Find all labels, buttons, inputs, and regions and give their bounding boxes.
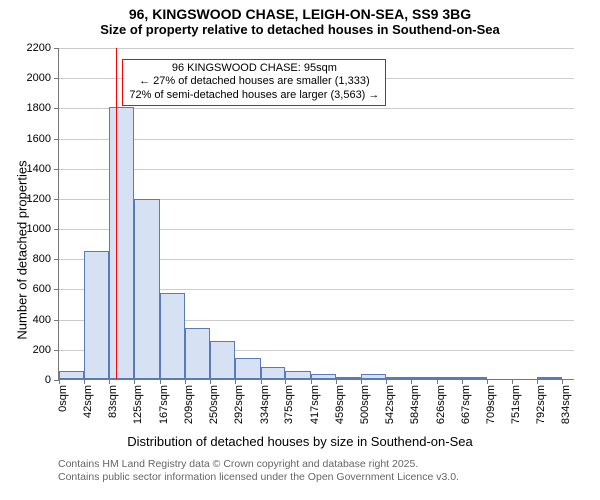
histogram-bar xyxy=(134,199,159,379)
x-tick-label: 751sqm xyxy=(510,385,522,424)
histogram-bar xyxy=(537,377,562,379)
x-tick-mark xyxy=(512,379,513,384)
x-tick-label: 0sqm xyxy=(57,385,69,412)
property-marker-line xyxy=(116,48,117,379)
x-tick-label: 167sqm xyxy=(158,385,170,424)
x-tick-mark xyxy=(210,379,211,384)
y-tick-label: 1600 xyxy=(27,133,59,145)
x-tick-mark xyxy=(261,379,262,384)
attribution-line-1: Contains HM Land Registry data © Crown c… xyxy=(58,458,459,471)
x-tick-mark xyxy=(411,379,412,384)
y-tick-label: 2200 xyxy=(27,42,59,54)
y-tick-label: 1800 xyxy=(27,102,59,114)
callout-line-2: ← 27% of detached houses are smaller (1,… xyxy=(129,75,379,89)
x-tick-mark xyxy=(235,379,236,384)
y-tick-label: 2000 xyxy=(27,72,59,84)
chart-plot-area: 0200400600800100012001400160018002000220… xyxy=(58,48,574,380)
gridline-h xyxy=(59,139,574,140)
histogram-bar xyxy=(160,293,185,379)
x-tick-mark xyxy=(59,379,60,384)
x-tick-label: 125sqm xyxy=(132,385,144,424)
x-tick-mark xyxy=(437,379,438,384)
x-tick-label: 542sqm xyxy=(384,385,396,424)
y-tick-label: 600 xyxy=(33,283,59,295)
x-tick-label: 626sqm xyxy=(435,385,447,424)
x-tick-label: 500sqm xyxy=(359,385,371,424)
histogram-bar xyxy=(235,358,260,379)
x-tick-mark xyxy=(487,379,488,384)
property-callout: 96 KINGSWOOD CHASE: 95sqm← 27% of detach… xyxy=(122,59,386,106)
attribution-text: Contains HM Land Registry data © Crown c… xyxy=(58,458,459,484)
callout-line-1: 96 KINGSWOOD CHASE: 95sqm xyxy=(129,62,379,76)
gridline-h xyxy=(59,108,574,109)
histogram-bar xyxy=(210,341,235,379)
x-tick-mark xyxy=(361,379,362,384)
x-tick-mark xyxy=(336,379,337,384)
x-tick-label: 834sqm xyxy=(560,385,572,424)
x-tick-label: 292sqm xyxy=(233,385,245,424)
attribution-line-2: Contains public sector information licen… xyxy=(58,471,459,484)
x-tick-mark xyxy=(134,379,135,384)
chart-title: 96, KINGSWOOD CHASE, LEIGH-ON-SEA, SS9 3… xyxy=(0,6,600,22)
x-tick-mark xyxy=(562,379,563,384)
histogram-bar xyxy=(285,371,310,379)
histogram-bar xyxy=(411,377,436,379)
histogram-bar xyxy=(311,374,336,379)
y-tick-label: 1400 xyxy=(27,163,59,175)
histogram-bar xyxy=(185,328,210,379)
x-tick-mark xyxy=(160,379,161,384)
x-tick-label: 83sqm xyxy=(107,385,119,418)
histogram-bar xyxy=(437,377,462,379)
gridline-h xyxy=(59,169,574,170)
x-tick-mark xyxy=(84,379,85,384)
gridline-h xyxy=(59,48,574,49)
x-tick-mark xyxy=(311,379,312,384)
histogram-bar xyxy=(462,377,487,379)
x-tick-label: 459sqm xyxy=(334,385,346,424)
y-tick-label: 1200 xyxy=(27,193,59,205)
x-tick-label: 209sqm xyxy=(183,385,195,424)
x-tick-mark xyxy=(386,379,387,384)
histogram-bar xyxy=(59,371,84,379)
chart-subtitle: Size of property relative to detached ho… xyxy=(0,22,600,37)
x-tick-label: 709sqm xyxy=(485,385,497,424)
y-tick-label: 1000 xyxy=(27,223,59,235)
x-tick-mark xyxy=(109,379,110,384)
histogram-bar xyxy=(336,377,361,379)
histogram-bar xyxy=(84,251,109,379)
x-tick-label: 250sqm xyxy=(208,385,220,424)
x-tick-mark xyxy=(285,379,286,384)
y-tick-label: 400 xyxy=(33,314,59,326)
x-tick-label: 334sqm xyxy=(259,385,271,424)
histogram-bar xyxy=(109,107,134,379)
x-tick-label: 42sqm xyxy=(82,385,94,418)
y-axis-label: Number of detached properties xyxy=(14,160,29,339)
x-tick-label: 417sqm xyxy=(309,385,321,424)
x-tick-mark xyxy=(185,379,186,384)
histogram-bar xyxy=(361,374,386,379)
x-tick-label: 792sqm xyxy=(535,385,547,424)
y-tick-label: 800 xyxy=(33,253,59,265)
x-tick-label: 584sqm xyxy=(409,385,421,424)
callout-line-3: 72% of semi-detached houses are larger (… xyxy=(129,89,379,103)
histogram-bar xyxy=(386,377,411,379)
x-tick-mark xyxy=(462,379,463,384)
histogram-bar xyxy=(261,367,286,379)
x-tick-label: 667sqm xyxy=(460,385,472,424)
x-tick-label: 375sqm xyxy=(283,385,295,424)
x-tick-mark xyxy=(537,379,538,384)
y-tick-label: 200 xyxy=(33,344,59,356)
x-axis-label: Distribution of detached houses by size … xyxy=(0,434,600,449)
